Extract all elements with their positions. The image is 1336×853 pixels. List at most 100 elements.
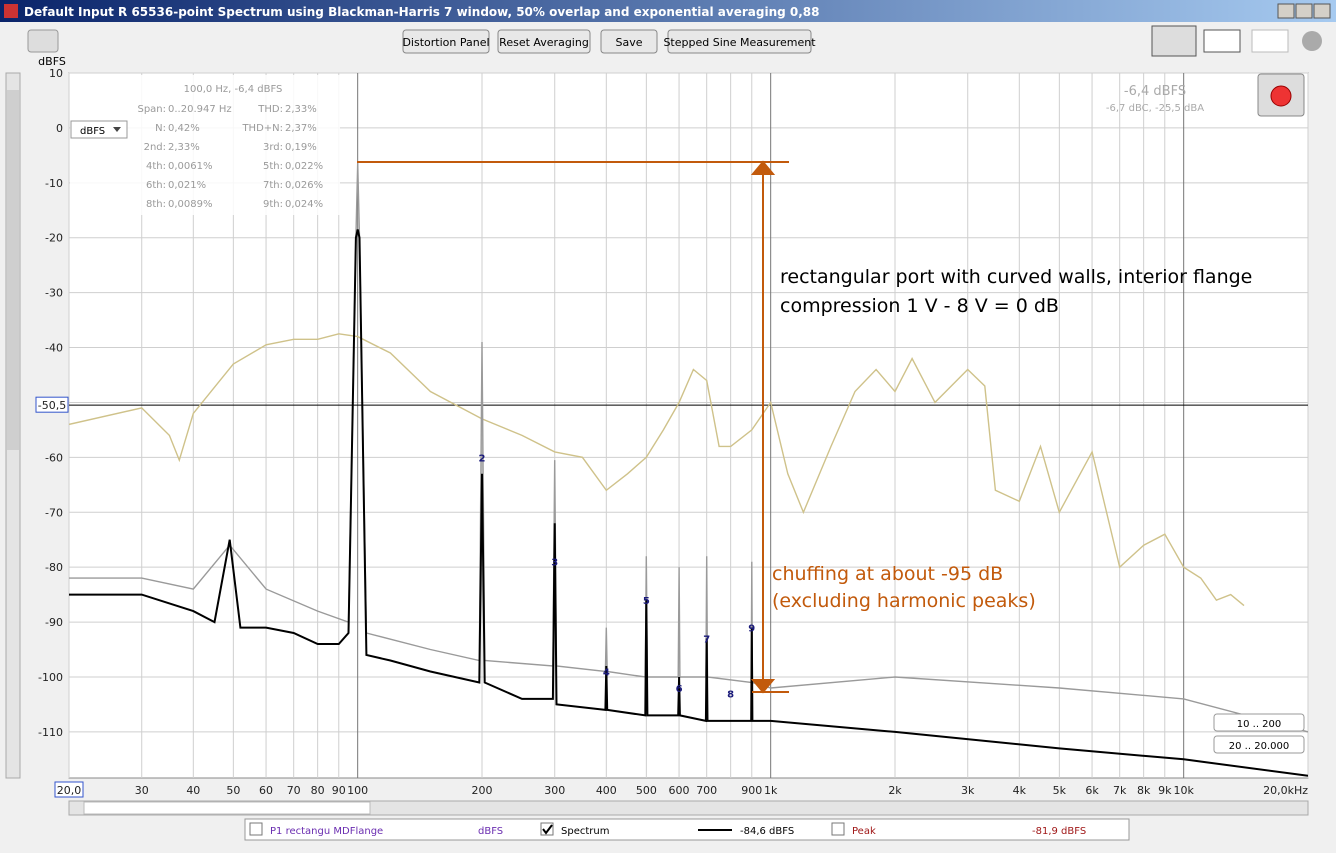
panel-cell: 0,024% xyxy=(285,199,323,210)
panel-cell: 0,026% xyxy=(285,180,323,191)
y-tick-label: -90 xyxy=(45,616,63,629)
panel-cell: Span: xyxy=(137,104,166,115)
h-scroll-thumb[interactable] xyxy=(83,801,371,815)
unit-dropdown-text[interactable]: dBFS xyxy=(80,126,105,137)
y-axis-unit: dBFS xyxy=(38,55,66,68)
h-scrollbar[interactable] xyxy=(68,800,1309,816)
x-tick-label: 1k xyxy=(764,784,778,797)
panel-cell: 2nd: xyxy=(144,142,166,153)
legend-checkbox[interactable] xyxy=(540,822,554,836)
legend-readout: -81,9 dBFS xyxy=(1032,826,1086,837)
harmonic-label: 6 xyxy=(676,684,683,695)
panel-cell: N: xyxy=(155,123,166,134)
x-tick-label: 200 xyxy=(472,784,493,797)
x-tick-label: 600 xyxy=(669,784,690,797)
x-tick-label: 90 xyxy=(332,784,346,797)
panel-cell: 0,19% xyxy=(285,142,317,153)
panel-cell: 3rd: xyxy=(263,142,283,153)
harmonic-label: 3 xyxy=(551,558,558,569)
settings-button[interactable] xyxy=(1302,31,1322,51)
legend-bar xyxy=(244,818,1130,841)
x-tick-label: 40 xyxy=(186,784,200,797)
panel-cell: 0,42% xyxy=(168,123,200,134)
panel-cell: 0,0061% xyxy=(168,161,213,172)
legend-check xyxy=(542,824,553,835)
camera-button[interactable] xyxy=(27,29,59,53)
legend-name: Peak xyxy=(852,826,876,837)
button-face[interactable] xyxy=(667,29,812,54)
panel-cell: 7th: xyxy=(263,180,283,191)
toolbar-button[interactable]: Stepped Sine Measurement xyxy=(663,29,816,54)
panel-cell: 9th: xyxy=(263,199,283,210)
panel-cell: 0,0089% xyxy=(168,199,213,210)
maximize[interactable] xyxy=(1295,3,1313,19)
range-button[interactable] xyxy=(1213,735,1305,754)
x-tick-label: 2k xyxy=(888,784,902,797)
x-tick-label: 8k xyxy=(1137,784,1151,797)
legend-checkbox[interactable] xyxy=(831,822,845,836)
y-tick-label: -10 xyxy=(45,177,63,190)
weighted-readout: -6,7 dBC, -25,5 dBA xyxy=(1106,103,1204,114)
panel-cell: 2,33% xyxy=(285,104,317,115)
close[interactable] xyxy=(1313,3,1331,19)
panel-cell: 0,022% xyxy=(285,161,323,172)
panel-cell: 8th: xyxy=(146,199,166,210)
x-tick-label: 300 xyxy=(544,784,565,797)
trace xyxy=(69,333,1245,607)
trace xyxy=(69,229,1308,777)
window-controls[interactable] xyxy=(1277,3,1331,19)
zoom-button[interactable] xyxy=(1251,29,1289,53)
panel-cell: 0..20.947 Hz xyxy=(168,104,232,115)
x-tick-label: 7k xyxy=(1113,784,1127,797)
x-tick-label: 400 xyxy=(596,784,617,797)
annotation-arrows xyxy=(357,160,789,694)
annotation-text: chuffing at about -95 dB xyxy=(772,563,1003,585)
grid-button[interactable] xyxy=(1203,29,1241,53)
harmonic-label: 4 xyxy=(603,667,610,678)
view-button[interactable] xyxy=(1151,25,1197,57)
legend-readout: dBFS xyxy=(478,826,503,837)
x-tick-label: 80 xyxy=(311,784,325,797)
range-button[interactable] xyxy=(1213,713,1305,732)
x-tick-label: 100 xyxy=(347,784,368,797)
level-readout: -6,4 dBFS xyxy=(1124,84,1186,99)
legend-checkbox[interactable] xyxy=(249,822,263,836)
annotation-text: compression 1 V - 8 V = 0 dB xyxy=(780,295,1059,317)
button-face[interactable] xyxy=(600,29,658,54)
unit-dropdown[interactable] xyxy=(70,120,128,139)
legend-readout: -84,6 dBFS xyxy=(740,826,794,837)
button-face[interactable] xyxy=(497,29,591,54)
button-label[interactable]: Stepped Sine Measurement xyxy=(663,36,816,49)
range-text[interactable]: 10 .. 200 xyxy=(1237,719,1282,730)
x-tick-label: 70 xyxy=(287,784,301,797)
y-tick-label: -70 xyxy=(45,506,63,519)
v-scroll-thumb[interactable] xyxy=(7,90,19,450)
legend-name: Spectrum xyxy=(561,826,609,837)
distortion-panel xyxy=(70,75,340,215)
y-tick-label: -40 xyxy=(45,342,63,355)
x-tick-label: 10k xyxy=(1173,784,1194,797)
range-text[interactable]: 20 .. 20.000 xyxy=(1229,741,1289,752)
y-tick-label: -110 xyxy=(38,726,63,739)
panel-cell: 2,33% xyxy=(168,142,200,153)
window-title: Default Input R 65536-point Spectrum usi… xyxy=(24,5,820,19)
button-label[interactable]: Save xyxy=(615,36,642,49)
panel-header: 100,0 Hz, -6,4 dBFS xyxy=(184,84,283,95)
x-start-box xyxy=(54,781,84,798)
y-tick-label: -60 xyxy=(45,451,63,464)
panel-cell: 4th: xyxy=(146,161,166,172)
toolbar-button[interactable]: Save xyxy=(600,29,658,54)
panel-cell: 6th: xyxy=(146,180,166,191)
button-face[interactable] xyxy=(402,29,490,54)
toolbar-button[interactable]: Distortion Panel xyxy=(402,29,490,54)
button-label[interactable]: Distortion Panel xyxy=(402,36,489,49)
x-tick-label: 20,0kHz xyxy=(1263,784,1308,797)
panel-cell: THD: xyxy=(257,104,283,115)
x-tick-label: 60 xyxy=(259,784,273,797)
annotation-text: (excluding harmonic peaks) xyxy=(772,590,1036,612)
button-label[interactable]: Reset Averaging xyxy=(499,36,589,49)
panel-cell: 0,021% xyxy=(168,180,206,191)
toolbar-button[interactable]: Reset Averaging xyxy=(497,29,591,54)
minimize[interactable] xyxy=(1277,3,1295,19)
